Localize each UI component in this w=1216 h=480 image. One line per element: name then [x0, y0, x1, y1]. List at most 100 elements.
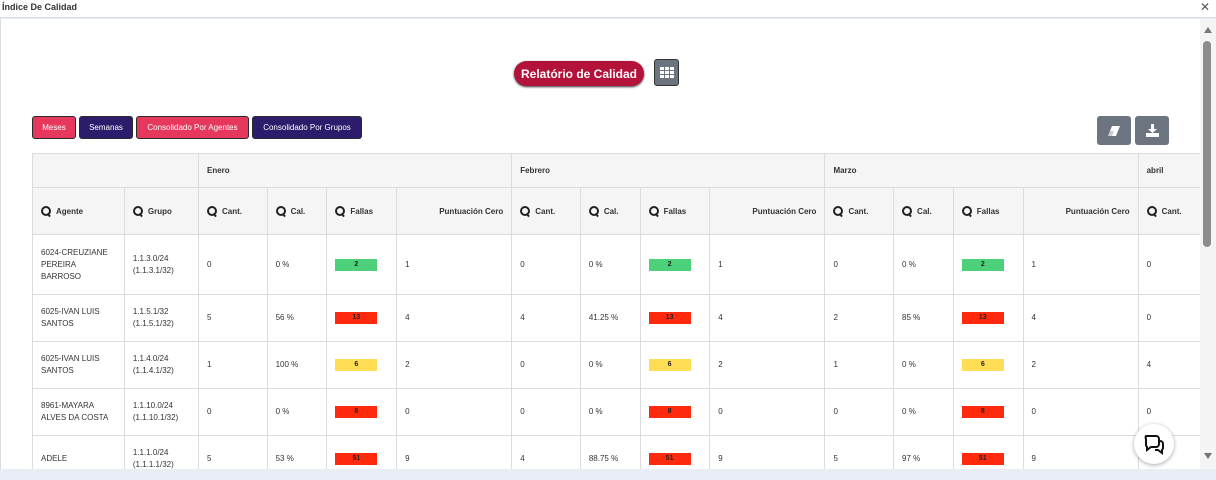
puntuacion-cell: 1 — [709, 234, 826, 295]
scroll-up-icon[interactable] — [1204, 27, 1212, 33]
col-label: Cant. — [535, 206, 556, 216]
report-title-button[interactable]: Relatório de Calidad — [514, 61, 644, 86]
col-label: Fallas — [663, 206, 687, 216]
agente-cell: 6024-CREUZIANE PEREIRA BARROSO — [32, 234, 125, 295]
scroll-down-icon[interactable] — [1204, 453, 1212, 459]
puntuacion-cell: 9 — [709, 435, 826, 469]
search-icon[interactable] — [961, 206, 972, 216]
fallas-badge: 8 — [648, 406, 691, 418]
search-icon[interactable] — [335, 206, 346, 216]
agente-cell: ADELE — [32, 435, 125, 469]
cant-cell: 1 — [198, 341, 268, 389]
month-header: Febrero — [511, 153, 826, 188]
fallas-cell: 8 — [952, 388, 1024, 436]
col-label: Grupo — [147, 206, 172, 216]
search-icon[interactable] — [902, 206, 913, 216]
search-icon[interactable] — [648, 206, 659, 216]
col-cal-header[interactable]: Cal. — [579, 187, 641, 235]
fallas-cell: 6 — [952, 341, 1024, 389]
search-icon[interactable] — [41, 206, 51, 216]
fallas-badge: 2 — [335, 258, 378, 271]
chat-support-button[interactable] — [1134, 424, 1174, 464]
month-header-row: Enero Febrero Marzo abril — [32, 153, 1200, 188]
fallas-badge: 51 — [961, 453, 1004, 465]
col-grupo-header[interactable]: Grupo — [123, 187, 200, 235]
puntuacion-cell: 4 — [1022, 294, 1139, 342]
cant-cell: 5 — [824, 435, 895, 469]
col-label: Cal. — [917, 206, 932, 216]
cant-cell: 2 — [824, 294, 895, 342]
fallas-cell: 51 — [952, 435, 1024, 469]
download-button[interactable] — [1135, 116, 1169, 145]
cant-cell: 5 — [198, 435, 268, 469]
quality-table-container: Enero Febrero Marzo abril Agente Grupo C… — [32, 153, 1200, 469]
search-icon[interactable] — [588, 206, 599, 216]
col-fallas-header[interactable]: Fallas — [952, 187, 1024, 235]
col-fallas-header[interactable]: Fallas — [326, 187, 398, 235]
cal-cell: 97 % — [893, 435, 954, 469]
download-icon — [1145, 124, 1159, 137]
grid-view-button[interactable] — [654, 59, 679, 86]
eraser-icon — [1108, 125, 1120, 136]
tab-semanas[interactable]: Semanas — [79, 116, 133, 139]
col-cal-header[interactable]: Cal. — [266, 187, 328, 235]
fallas-cell: 6 — [639, 341, 711, 389]
fallas-cell: 13 — [639, 294, 711, 342]
search-icon[interactable] — [207, 206, 217, 216]
month-header: Marzo — [824, 153, 1139, 188]
column-header-row: Agente Grupo Cant. Cal. Fallas Puntuació… — [32, 187, 1200, 235]
grid-icon — [659, 67, 674, 78]
table-row: 8961-MAYARA ALVES DA COSTA 1.1.10.0/24 (1… — [32, 388, 1200, 436]
puntuacion-cell: 2 — [1022, 341, 1139, 389]
puntuacion-cell: 9 — [1022, 435, 1139, 469]
col-cant-header[interactable]: Cant. — [1137, 187, 1200, 235]
cant-cell: 5 — [198, 294, 268, 342]
vertical-scrollbar[interactable] — [1200, 19, 1216, 469]
col-label: Fallas — [350, 206, 374, 216]
col-puntuacion-header: Puntuación Cero — [709, 187, 826, 235]
search-icon[interactable] — [1146, 206, 1157, 216]
puntuacion-cell: 0 — [709, 388, 826, 436]
search-icon[interactable] — [275, 206, 286, 216]
cant-cell: 0 — [511, 388, 581, 436]
cal-cell: 0 % — [579, 234, 641, 295]
scrollbar-thumb[interactable] — [1203, 41, 1211, 247]
fallas-cell: 6 — [326, 341, 398, 389]
cal-cell: 0 % — [579, 341, 641, 389]
cal-cell: 0 % — [893, 234, 954, 295]
search-icon[interactable] — [132, 206, 143, 216]
puntuacion-cell: 1 — [1022, 234, 1139, 295]
col-cant-header[interactable]: Cant. — [824, 187, 895, 235]
col-cal-header[interactable]: Cal. — [893, 187, 954, 235]
col-agente-header[interactable]: Agente — [32, 187, 125, 235]
fallas-badge: 13 — [648, 312, 691, 324]
clear-filters-button[interactable] — [1097, 116, 1131, 145]
tab-consolidado-grupos[interactable]: Consolidado Por Grupos — [252, 116, 362, 139]
close-icon[interactable]: ✕ — [1199, 0, 1210, 14]
fallas-badge: 6 — [335, 359, 378, 371]
search-icon[interactable] — [520, 206, 531, 216]
tab-meses[interactable]: Meses — [32, 116, 76, 139]
agente-cell: 6025-IVAN LUIS SANTOS — [32, 341, 125, 389]
cant-cell: 0 — [824, 234, 895, 295]
col-cant-header[interactable]: Cant. — [511, 187, 581, 235]
cal-cell: 85 % — [893, 294, 954, 342]
col-fallas-header[interactable]: Fallas — [639, 187, 711, 235]
grupo-cell: 1.1.1.0/24 (1.1.1.1/32) — [123, 435, 200, 469]
search-icon[interactable] — [833, 206, 844, 216]
fallas-cell: 13 — [952, 294, 1024, 342]
fallas-badge: 2 — [648, 258, 691, 271]
month-header-empty — [32, 153, 199, 188]
window-title: Índice De Calidad — [2, 2, 78, 12]
grupo-cell: 1.1.4.0/24 (1.1.4.1/32) — [123, 341, 200, 389]
col-cant-header[interactable]: Cant. — [198, 187, 268, 235]
cant-cell: 4 — [511, 294, 581, 342]
fallas-badge: 8 — [335, 406, 378, 418]
col-label: Cant. — [848, 206, 869, 216]
grupo-cell: 1.1.3.0/24 (1.1.3.1/32) — [123, 234, 200, 295]
tab-consolidado-agentes[interactable]: Consolidado Por Agentes — [136, 116, 249, 139]
puntuacion-cell: 2 — [709, 341, 826, 389]
cal-cell: 88.75 % — [579, 435, 641, 469]
cal-cell: 0 % — [266, 234, 328, 295]
table-row: 6025-IVAN LUIS SANTOS 1.1.4.0/24 (1.1.4.1… — [32, 341, 1200, 389]
